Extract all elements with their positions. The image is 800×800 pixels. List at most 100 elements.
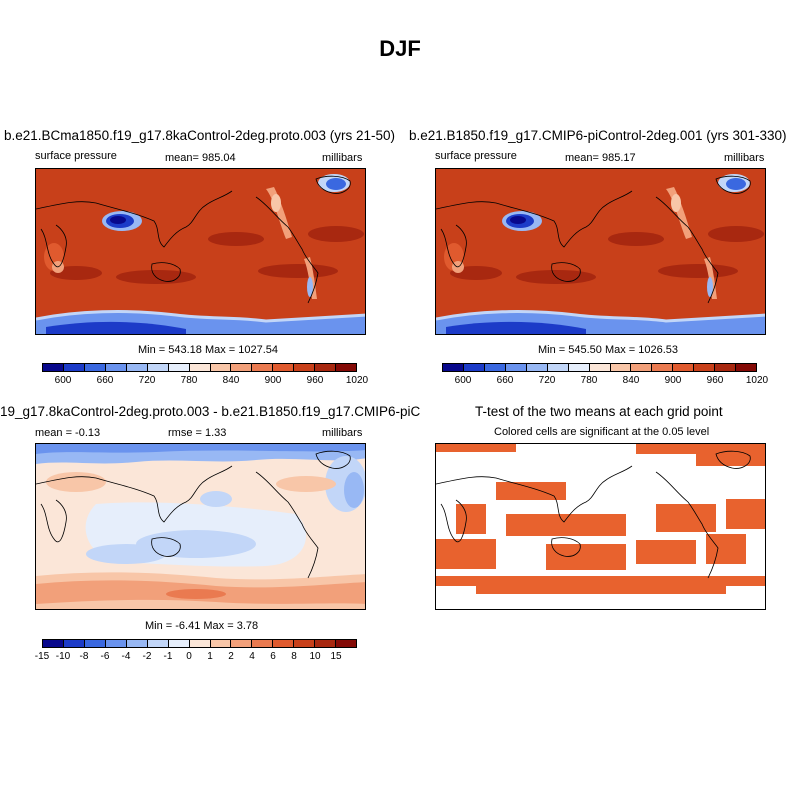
colorbar-swatch — [589, 364, 611, 371]
colorbar-swatch — [526, 364, 548, 371]
colorbar-swatch — [43, 640, 64, 647]
colorbar-swatch — [168, 364, 190, 371]
panel1-minmax-label: Min = 543.18 Max = 1027.54 — [138, 344, 279, 356]
colorbar-tick-label: 6 — [270, 651, 276, 662]
panel2-title: b.e21.B1850.f19_g17.CMIP6-piControl-2deg… — [409, 128, 787, 143]
colorbar-swatch — [568, 364, 590, 371]
colorbar-swatch — [336, 640, 357, 647]
colorbar-swatch — [210, 640, 232, 647]
panel1-colorbar — [42, 363, 357, 372]
colorbar-swatch — [189, 364, 211, 371]
colorbar-tick-label: 840 — [222, 375, 240, 386]
panel3-units-label: millibars — [322, 427, 363, 439]
colorbar-tick-label: 660 — [96, 375, 114, 386]
colorbar-tick-label: 720 — [538, 375, 556, 386]
panel1-units-label: millibars — [322, 152, 363, 164]
colorbar-tick-label: -10 — [55, 651, 71, 662]
panel1-map-plot — [36, 169, 365, 334]
panel1-title: b.e21.BCma1850.f19_g17.8kaControl-2deg.p… — [4, 128, 395, 143]
colorbar-swatch — [715, 364, 737, 371]
panel4-map — [435, 443, 766, 610]
panel2-mean-label: mean= 985.17 — [565, 152, 636, 164]
colorbar-tick-label: 660 — [496, 375, 514, 386]
colorbar-swatch — [84, 640, 106, 647]
colorbar-swatch — [252, 640, 274, 647]
panel2-colorbar — [442, 363, 757, 372]
colorbar-swatch — [126, 364, 148, 371]
colorbar-swatch — [105, 640, 127, 647]
colorbar-swatch — [273, 364, 295, 371]
colorbar-swatch — [168, 640, 190, 647]
colorbar-swatch — [336, 364, 357, 371]
colorbar-swatch — [252, 364, 274, 371]
colorbar-tick-label: 2 — [228, 651, 234, 662]
panel2-map-plot — [436, 169, 765, 334]
colorbar-swatch — [189, 640, 211, 647]
colorbar-tick-label: -15 — [34, 651, 50, 662]
colorbar-swatch — [63, 640, 85, 647]
panel3-colorbar — [42, 639, 357, 648]
panel1-colorbar-ticks: 600 660 720 780 840 900 960 1020 — [42, 375, 368, 387]
colorbar-tick-label: 780 — [180, 375, 198, 386]
colorbar-tick-label: 4 — [249, 651, 255, 662]
panel2-variable-label: surface pressure — [435, 150, 517, 162]
colorbar-swatch — [273, 640, 295, 647]
colorbar-swatch — [63, 364, 85, 371]
colorbar-swatch — [105, 364, 127, 371]
colorbar-tick-label: 960 — [706, 375, 724, 386]
colorbar-tick-label: 960 — [306, 375, 324, 386]
panel4-subtitle: Colored cells are significant at the 0.0… — [494, 426, 710, 438]
colorbar-swatch — [673, 364, 695, 371]
colorbar-tick-label: 840 — [622, 375, 640, 386]
panel2-minmax-label: Min = 545.50 Max = 1026.53 — [538, 344, 679, 356]
panel3-rmse-label: rmse = 1.33 — [168, 427, 227, 439]
panel3-map-plot — [36, 444, 365, 609]
panel3-colorbar-ticks: -15 -10 -8 -6 -4 -2 -1 0 1 2 4 6 8 10 15 — [35, 651, 357, 663]
colorbar-tick-label: -4 — [121, 651, 131, 662]
colorbar-tick-label: 1020 — [345, 375, 369, 386]
figure-title: DJF — [379, 36, 421, 61]
colorbar-swatch — [210, 364, 232, 371]
panel2-colorbar-ticks: 600 660 720 780 840 900 960 1020 — [442, 375, 768, 387]
colorbar-swatch — [84, 364, 106, 371]
colorbar-swatch — [547, 364, 569, 371]
panel1-map — [35, 168, 366, 335]
panel2-map — [435, 168, 766, 335]
colorbar-swatch — [610, 364, 632, 371]
colorbar-tick-label: 1 — [207, 651, 213, 662]
colorbar-tick-label: 600 — [54, 375, 72, 386]
colorbar-tick-label: 900 — [264, 375, 282, 386]
panel3-map — [35, 443, 366, 610]
colorbar-swatch — [631, 364, 653, 371]
colorbar-swatch — [463, 364, 485, 371]
colorbar-swatch — [443, 364, 464, 371]
colorbar-tick-label: 600 — [454, 375, 472, 386]
colorbar-swatch — [231, 640, 253, 647]
colorbar-swatch — [484, 364, 506, 371]
colorbar-swatch — [147, 364, 169, 371]
panel1-variable-label: surface pressure — [35, 150, 117, 162]
colorbar-tick-label: 780 — [580, 375, 598, 386]
panel4-map-plot — [436, 444, 765, 609]
colorbar-swatch — [126, 640, 148, 647]
colorbar-tick-label: -1 — [163, 651, 173, 662]
colorbar-tick-label: 720 — [138, 375, 156, 386]
colorbar-swatch — [294, 640, 316, 647]
colorbar-tick-label: -2 — [142, 651, 152, 662]
panel3-mean-label: mean = -0.13 — [35, 427, 101, 439]
panel2-units-label: millibars — [724, 152, 765, 164]
colorbar-swatch — [505, 364, 527, 371]
panel4-title: T-test of the two means at each grid poi… — [475, 404, 723, 419]
colorbar-tick-label: 8 — [291, 651, 297, 662]
colorbar-tick-label: 0 — [186, 651, 192, 662]
colorbar-swatch — [231, 364, 253, 371]
colorbar-swatch — [294, 364, 316, 371]
colorbar-tick-label: 15 — [330, 651, 342, 662]
colorbar-swatch — [315, 364, 337, 371]
colorbar-swatch — [147, 640, 169, 647]
colorbar-tick-label: -6 — [100, 651, 110, 662]
colorbar-swatch — [694, 364, 716, 371]
panel3-title: 19_g17.8kaControl-2deg.proto.003 - b.e21… — [0, 405, 420, 419]
colorbar-tick-label: 10 — [309, 651, 321, 662]
colorbar-swatch — [43, 364, 64, 371]
